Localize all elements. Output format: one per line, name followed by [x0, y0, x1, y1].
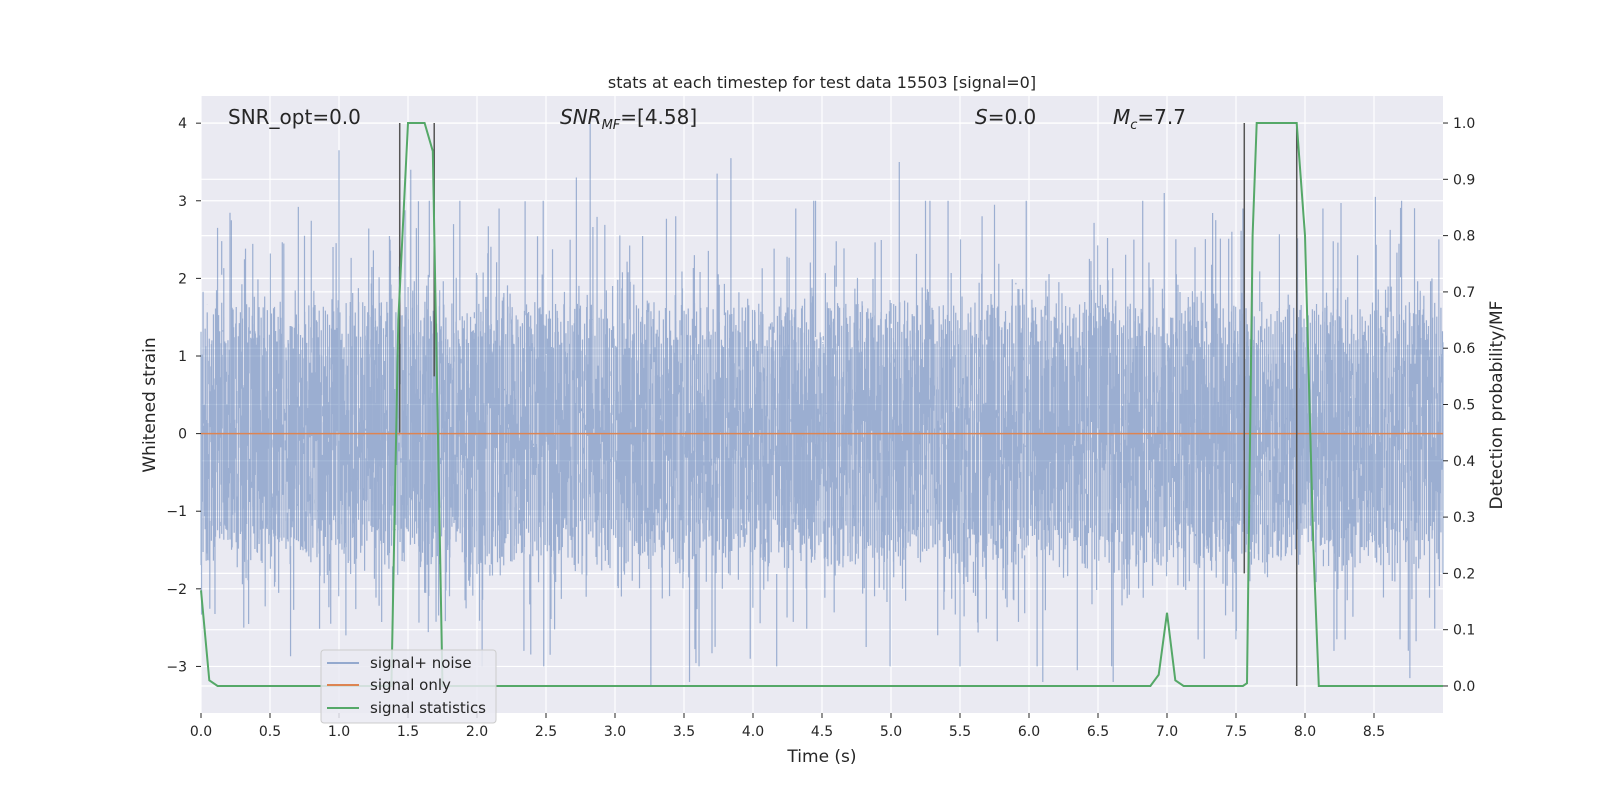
- y-right-tick-label: 0.8: [1453, 229, 1475, 245]
- series-signal-noise: [200, 123, 1444, 686]
- x-tick-label: 7.5: [1225, 724, 1247, 740]
- x-tick-label: 8.0: [1294, 724, 1316, 740]
- y-left-tick-label: 4: [178, 116, 187, 132]
- x-tick-label: 2.0: [466, 724, 488, 740]
- x-tick-label: 8.5: [1363, 724, 1385, 740]
- legend-label-signal-statistics: signal statistics: [370, 699, 486, 717]
- annotation-snr-mf-sub: MF: [602, 118, 621, 133]
- y-right-tick-label: 0.6: [1453, 341, 1475, 357]
- noise-trace: [200, 123, 1444, 686]
- x-tick-label: 4.5: [811, 724, 833, 740]
- x-tick-label: 5.0: [880, 724, 902, 740]
- legend-label-signal-noise: signal+ noise: [370, 654, 472, 672]
- x-axis-label: Time (s): [786, 747, 856, 767]
- y-left-tick-label: 1: [178, 349, 187, 365]
- x-tick-label: 7.0: [1156, 724, 1178, 740]
- x-tick-label: 2.5: [535, 724, 557, 740]
- annotation-snr-mf: SNRMF=[4.58]: [560, 105, 697, 133]
- y-axis-label-right: Detection probability/MF: [1487, 301, 1507, 510]
- annotation-mc: Mc=7.7: [1113, 105, 1186, 133]
- y-right-tick-label: 0.4: [1453, 454, 1475, 470]
- x-tick-label: 0.0: [190, 724, 212, 740]
- y-right-tick-label: 0.3: [1453, 510, 1475, 526]
- y-left-tick-label: −3: [166, 659, 187, 675]
- x-tick-label: 3.5: [673, 724, 695, 740]
- y-left-tick-label: 3: [178, 194, 187, 210]
- x-tick-label: 6.5: [1087, 724, 1109, 740]
- x-tick-label: 5.5: [949, 724, 971, 740]
- legend-label-signal-only: signal only: [370, 676, 451, 694]
- x-tick-label: 4.0: [742, 724, 764, 740]
- series-signal-statistics: [200, 122, 1443, 687]
- y-axis-label-left: Whitened strain: [140, 337, 160, 472]
- x-tick-label: 1.0: [328, 724, 350, 740]
- annotation-s: S=0.0: [975, 105, 1036, 129]
- annotation-snr-opt: SNR_opt=0.0: [228, 105, 361, 129]
- annotation-snr-mf-value: =[4.58]: [620, 105, 697, 129]
- y-right-tick-label: 0.7: [1453, 285, 1475, 301]
- chart-title: stats at each timestep for test data 155…: [608, 73, 1036, 92]
- y-left-axis-ticks: −3 −2 −1 0 1 2 3 4: [166, 116, 201, 675]
- y-left-tick-label: 2: [178, 271, 187, 287]
- x-tick-label: 1.5: [397, 724, 419, 740]
- y-right-tick-label: 0.9: [1453, 172, 1475, 188]
- x-tick-label: 0.5: [259, 724, 281, 740]
- legend-box: [320, 649, 497, 724]
- x-axis-ticks: 0.0 0.5 1.0 1.5 2.0 2.5 3.0 3.5 4.0 4.5 5.0 5.5 6.0 6…: [190, 713, 1385, 740]
- y-right-tick-label: 0.2: [1453, 566, 1475, 582]
- annotation-snr-mf-base: SNR: [560, 105, 602, 129]
- x-tick-label: 3.0: [604, 724, 626, 740]
- y-right-tick-label: 0.5: [1453, 398, 1475, 414]
- y-right-tick-label: 1.0: [1453, 116, 1475, 132]
- x-tick-label: 6.0: [1018, 724, 1040, 740]
- y-right-tick-label: 0.1: [1453, 623, 1475, 639]
- annotation-mc-base: M: [1113, 105, 1130, 129]
- y-left-tick-label: 0: [178, 427, 187, 443]
- y-left-tick-label: −2: [166, 582, 187, 598]
- annotation-mc-value: =7.7: [1137, 105, 1186, 129]
- y-left-tick-label: −1: [166, 504, 187, 520]
- y-right-axis-ticks: 0.0 0.1 0.2 0.3 0.4 0.5 0.6 0.7 0.8 0.9 1.0: [1443, 116, 1475, 695]
- annotation-s-value: =0.0: [988, 105, 1037, 129]
- annotation-s-base: S: [975, 105, 988, 129]
- legend: signal+ noise signal only signal statist…: [320, 649, 497, 724]
- y-right-tick-label: 0.0: [1453, 679, 1475, 695]
- annotation-mc-sub: c: [1130, 118, 1137, 133]
